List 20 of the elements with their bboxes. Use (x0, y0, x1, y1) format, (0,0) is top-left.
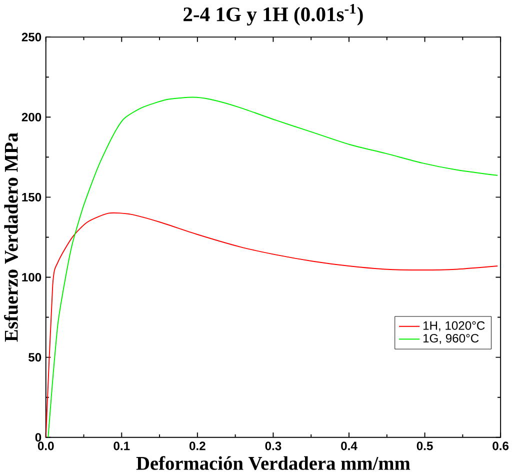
y-tick-label: 250 (22, 32, 42, 42)
legend-label: 1H, 1020°C (423, 321, 485, 332)
y-axis-title: Esfuerzo Verdadero MPa (4, 132, 18, 342)
line-series (48, 96, 498, 438)
line-series (46, 212, 498, 438)
x-axis-title: Deformación Verdadera mm/mm (136, 456, 410, 470)
y-tick-label: 100 (22, 272, 42, 282)
x-tick-label: 0.3 (265, 442, 282, 450)
y-tick-label: 0 (35, 433, 42, 442)
y-tick-label: 50 (28, 353, 42, 362)
chart-title: 2-4 1G y 1H (0.01s$^{-1}$) (184, 4, 363, 26)
x-tick-label: 0.6 (492, 442, 509, 450)
x-tick-label: 0.5 (416, 442, 433, 450)
y-tick-label: 150 (22, 192, 42, 202)
legend-label: 1G, 960°C (423, 334, 479, 344)
x-tick-label: 0.0 (38, 442, 54, 450)
y-tick-label: 200 (22, 112, 42, 122)
x-tick-label: 0.4 (341, 442, 358, 450)
x-tick-label: 0.2 (190, 442, 206, 450)
x-tick-label: 0.1 (114, 442, 130, 450)
